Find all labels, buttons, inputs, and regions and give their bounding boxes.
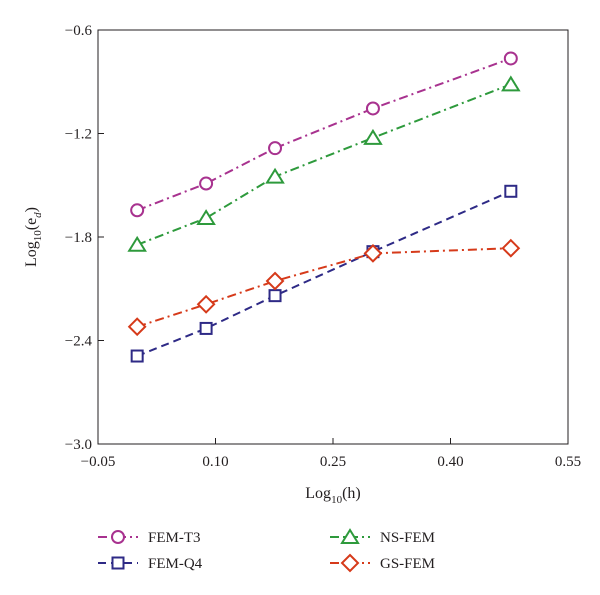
plot-area: −0.05 0.10 0.25 0.40 0.55 −3.0 −2.4 −1.8 −1.2 −0… <box>65 23 581 470</box>
series-ns-fem <box>127 75 521 252</box>
data-point <box>130 349 144 363</box>
data-point <box>501 238 521 258</box>
legend-item: FEM-T3 <box>98 530 201 546</box>
series-fem-q4 <box>130 184 518 363</box>
x-axis-title: Log10(h) <box>305 485 360 506</box>
data-point <box>127 317 147 337</box>
legend-marker <box>111 556 125 570</box>
legend-marker <box>340 553 360 573</box>
data-point <box>199 176 214 191</box>
data-point <box>363 243 383 263</box>
data-point <box>501 75 521 92</box>
legend-label: FEM-Q4 <box>148 556 203 572</box>
legend-marker <box>340 528 360 544</box>
data-point <box>265 271 285 291</box>
series-line <box>136 57 512 212</box>
series-line <box>136 190 512 357</box>
data-point <box>268 141 283 156</box>
legend-item: GS-FEM <box>330 553 435 573</box>
plot-frame <box>97 29 569 445</box>
x-tick-label: 0.25 <box>320 454 346 470</box>
series-line <box>136 83 512 246</box>
data-point <box>130 203 145 218</box>
y-tick-label: −1.8 <box>65 230 92 246</box>
y-tick-label: −2.4 <box>65 334 93 350</box>
y-tick-label: −0.6 <box>65 23 93 39</box>
series-gs-fem <box>127 238 521 337</box>
series-line <box>136 247 511 328</box>
x-tick-label: 0.40 <box>437 454 463 470</box>
data-point <box>363 128 383 145</box>
legend-marker <box>111 530 125 544</box>
legend-item: NS-FEM <box>330 528 435 546</box>
x-axis-ticks: −0.05 0.10 0.25 0.40 0.55 <box>81 438 581 470</box>
data-point <box>365 101 380 116</box>
y-axis-ticks: −3.0 −2.4 −1.8 −1.2 −0.6 <box>65 23 104 453</box>
data-point <box>127 235 147 252</box>
x-tick-label: −0.05 <box>81 454 116 470</box>
data-point <box>196 209 216 226</box>
series-layer <box>127 51 521 363</box>
legend-label: NS-FEM <box>380 530 435 546</box>
data-point <box>503 51 518 66</box>
legend-label: FEM-T3 <box>148 530 201 546</box>
legend-item: FEM-Q4 <box>98 556 203 572</box>
data-point <box>268 289 282 303</box>
y-tick-label: −3.0 <box>65 437 92 453</box>
legend-label: GS-FEM <box>380 556 435 572</box>
data-point <box>196 294 216 314</box>
data-point <box>504 184 518 198</box>
y-tick-label: −1.2 <box>65 127 92 143</box>
series-fem-t3 <box>130 51 518 218</box>
y-axis-title: Log10(ed) <box>23 207 44 267</box>
x-tick-label: 0.55 <box>555 454 581 470</box>
data-point <box>265 167 285 184</box>
data-point <box>199 321 213 335</box>
x-tick-label: 0.10 <box>202 454 228 470</box>
legend: FEM-T3 NS-FEM FEM-Q4 GS-FEM <box>98 528 435 573</box>
